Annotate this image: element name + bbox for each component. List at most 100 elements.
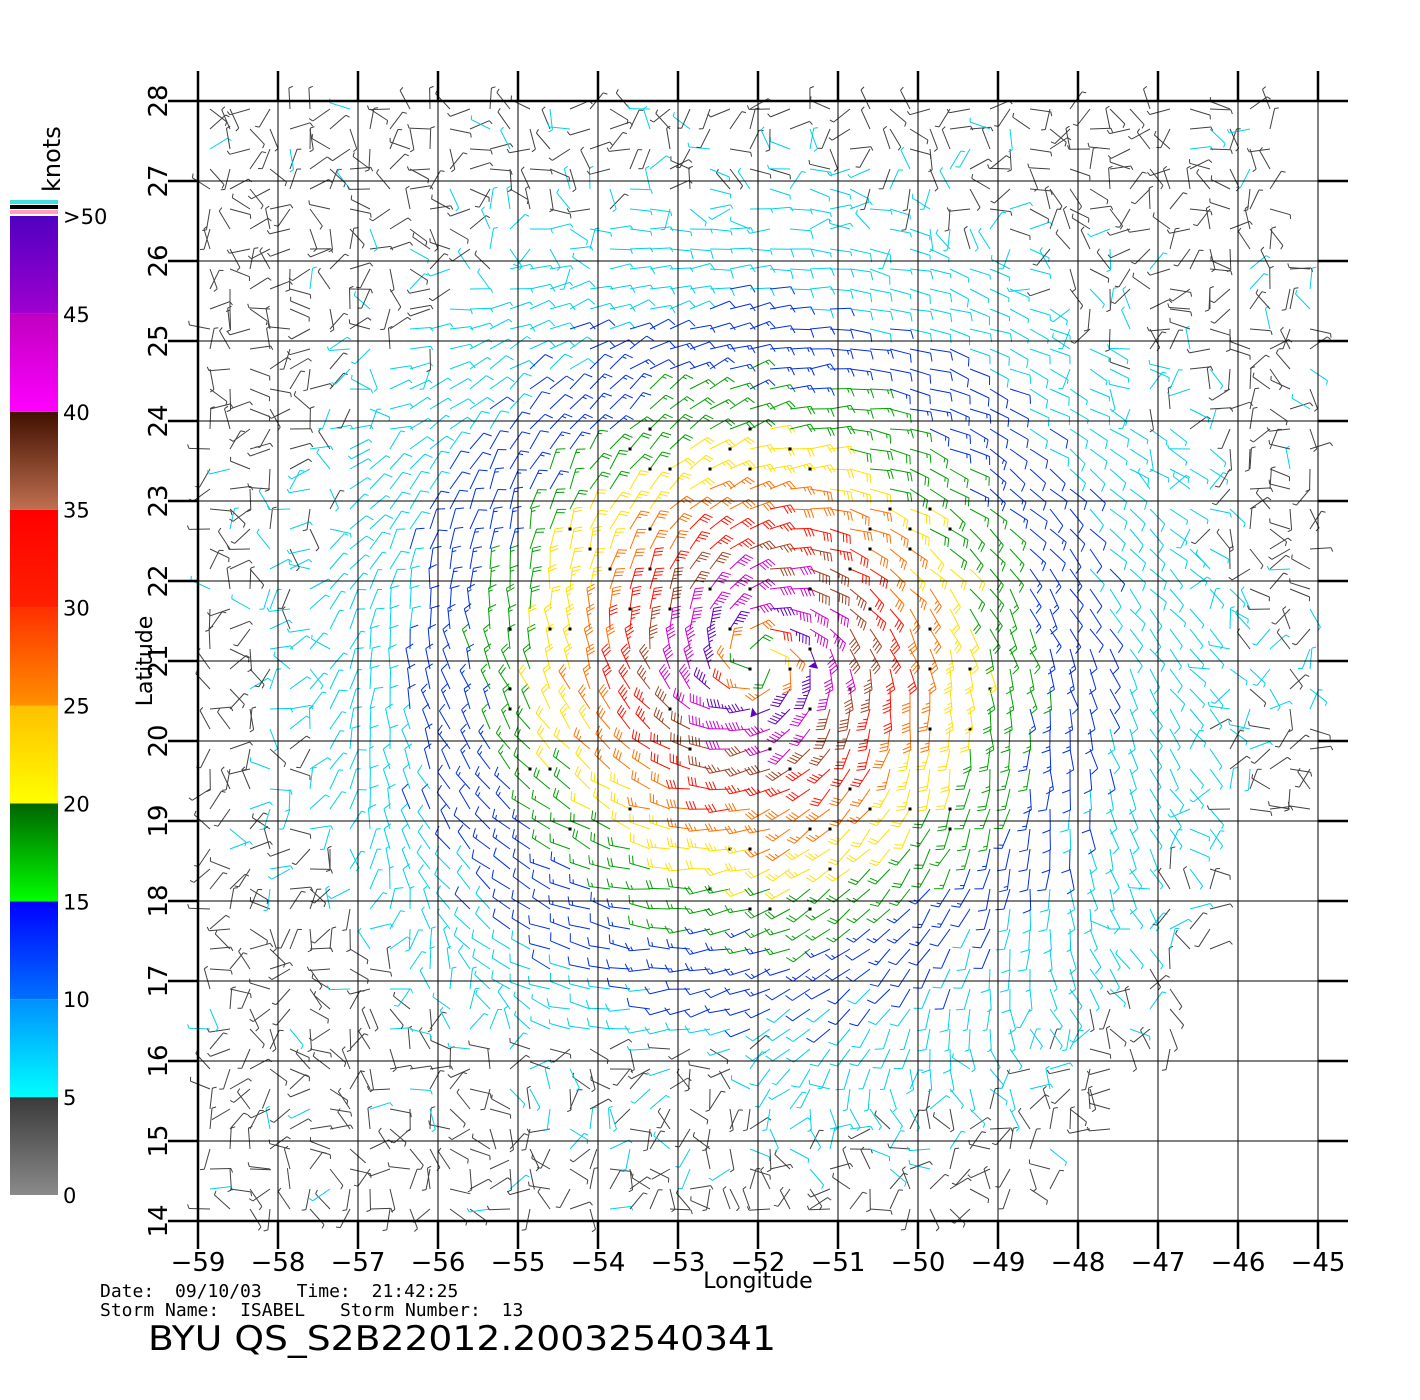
- wind-barb: [765, 128, 771, 152]
- wind-barb: [417, 764, 431, 790]
- wind-barb: [829, 548, 853, 562]
- wind-barb: [1089, 205, 1114, 211]
- wind-barb: [456, 845, 471, 870]
- wind-barb: [369, 968, 393, 977]
- wind-barb: [704, 907, 731, 917]
- wind-barb: [247, 648, 252, 673]
- wind-barb: [1037, 868, 1051, 892]
- wind-barb: [389, 568, 406, 590]
- wind-barb: [199, 706, 211, 730]
- wind-barb: [983, 1165, 991, 1190]
- wind-barb: [1309, 336, 1331, 350]
- wind-barb: [1049, 428, 1069, 449]
- wind-barb: [606, 878, 631, 890]
- wind-barb: [206, 1028, 231, 1033]
- wind-barb: [929, 528, 950, 548]
- wind-barb: [748, 463, 776, 473]
- wind-barb: [1169, 748, 1181, 772]
- wind-barb: [889, 608, 905, 633]
- wind-barb: [609, 263, 634, 270]
- wind-barb: [889, 208, 911, 220]
- wind-barb: [729, 168, 744, 190]
- wind-barb: [1029, 608, 1042, 634]
- wind-barb: [604, 1003, 631, 1012]
- wind-barb: [289, 148, 294, 173]
- wind-barb: [744, 907, 772, 919]
- wind-barb: [1264, 305, 1271, 330]
- wind-barb: [629, 322, 656, 330]
- wind-barb: [483, 623, 491, 650]
- x-tick-label: −55: [491, 1248, 546, 1278]
- wind-barb: [688, 755, 711, 770]
- wind-barb: [454, 886, 471, 910]
- wind-barb: [769, 586, 796, 596]
- wind-barb: [311, 134, 331, 150]
- wind-barb: [866, 1188, 871, 1213]
- wind-barb: [909, 248, 931, 260]
- wind-barb: [678, 663, 691, 690]
- y-tick-label: 26: [144, 244, 174, 277]
- wind-barb: [1216, 528, 1231, 550]
- wind-barb: [1146, 326, 1171, 332]
- wind-barb: [1269, 756, 1292, 770]
- wind-barb: [724, 825, 751, 835]
- wind-barb: [206, 926, 231, 932]
- wind-barb: [209, 706, 234, 712]
- wind-barb: [549, 265, 574, 270]
- wind-barb: [349, 388, 373, 394]
- wind-barb: [869, 1208, 893, 1215]
- wind-barb: [1169, 308, 1193, 317]
- wind-barb: [449, 148, 456, 173]
- wind-barb: [329, 312, 349, 330]
- wind-barb: [509, 564, 519, 590]
- wind-barb: [549, 470, 569, 490]
- wind-barb: [789, 546, 816, 556]
- wind-barb: [1108, 165, 1113, 190]
- wind-barb: [633, 687, 651, 710]
- wind-barb: [1042, 828, 1051, 854]
- wind-barb: [390, 988, 413, 994]
- wind-barb: [1209, 868, 1221, 890]
- wind-barb: [569, 1168, 589, 1185]
- wind-barb: [636, 664, 651, 690]
- wind-barb: [369, 848, 382, 870]
- wind-barb: [540, 683, 551, 710]
- wind-barb: [529, 430, 549, 450]
- wind-barb: [1109, 208, 1124, 230]
- wind-barb: [1249, 189, 1264, 210]
- wind-barb: [829, 608, 849, 628]
- wind-barb: [475, 885, 491, 910]
- colorbar-band: [10, 1097, 58, 1195]
- wind-barb: [586, 878, 611, 890]
- wind-barb: [475, 905, 491, 930]
- wind-barb: [1152, 212, 1171, 230]
- wind-barb: [867, 828, 891, 845]
- wind-barb: [869, 268, 891, 285]
- wind-barb: [529, 545, 542, 570]
- wind-barb: [1039, 247, 1051, 270]
- wind-barb: [209, 790, 226, 810]
- wind-barb: [955, 848, 971, 871]
- wind-barb: [669, 374, 694, 390]
- wind-barb: [229, 988, 252, 998]
- wind-barb: [325, 848, 331, 872]
- wind-barb: [307, 1028, 312, 1053]
- wind-barb: [309, 128, 314, 153]
- wind-barb: [572, 828, 591, 850]
- wind-barb: [1189, 668, 1207, 687]
- wind-barb: [469, 356, 492, 370]
- wind-barb: [368, 208, 391, 222]
- wind-barb: [869, 308, 894, 321]
- wind-barb: [1071, 213, 1091, 230]
- wind-barb: [436, 908, 451, 930]
- wind-barb: [272, 1008, 291, 1026]
- wind-barb: [805, 867, 832, 883]
- wind-barb: [1169, 475, 1191, 490]
- wind-barb: [1028, 708, 1037, 735]
- wind-barb: [1269, 688, 1281, 711]
- wind-barb: [1029, 388, 1049, 409]
- wind-barb: [453, 807, 471, 830]
- wind-barb: [1069, 388, 1088, 406]
- wind-barb: [247, 248, 271, 260]
- wind-barb: [369, 1068, 374, 1093]
